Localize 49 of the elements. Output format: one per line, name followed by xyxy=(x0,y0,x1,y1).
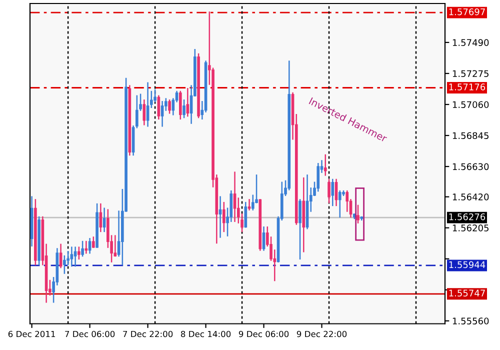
x-tick-label: 6 Dec 2011 xyxy=(8,330,56,338)
candlestick xyxy=(251,194,254,210)
y-tick-label: 1.57490 xyxy=(452,39,489,46)
ref-line-label: 1.56276 xyxy=(449,213,486,220)
candlestick xyxy=(70,246,74,267)
x-tick-label: 9 Dec 22:00 xyxy=(296,330,347,338)
candlestick xyxy=(222,202,226,232)
candlestick xyxy=(179,90,182,120)
candlestick xyxy=(186,88,190,117)
candlestick xyxy=(168,100,171,114)
x-tick-label: 9 Dec 06:00 xyxy=(238,330,289,338)
candlestick xyxy=(248,199,251,210)
candlestick xyxy=(74,246,77,267)
candlestick xyxy=(244,202,248,228)
candlestick xyxy=(316,163,320,192)
x-tick-label: 8 Dec 14:00 xyxy=(180,330,231,338)
candlestick xyxy=(88,238,92,254)
candlestick xyxy=(92,236,95,248)
candlestick xyxy=(102,208,106,232)
x-tick-label: 7 Dec 22:00 xyxy=(123,330,173,338)
y-tick-label: 1.56630 xyxy=(452,163,489,170)
candlestick xyxy=(324,154,327,176)
candlestick xyxy=(59,244,62,268)
candlestick xyxy=(160,100,164,127)
y-tick-label: 1.56845 xyxy=(452,132,488,140)
candlestick xyxy=(298,199,302,260)
candlestick xyxy=(182,100,186,118)
ref-line-label: 1.57697 xyxy=(449,8,485,16)
candlestick xyxy=(328,178,330,204)
candlestick xyxy=(78,246,80,260)
candlestick xyxy=(114,235,117,257)
candlestick xyxy=(81,240,84,257)
candlestick xyxy=(356,204,360,224)
candlestick xyxy=(331,178,334,206)
ref-line-label: 1.55747 xyxy=(449,290,485,297)
candlestick xyxy=(233,172,236,222)
candlestick xyxy=(142,100,146,126)
y-tick-label: 1.56205 xyxy=(452,224,488,232)
candlestick xyxy=(338,190,342,218)
ref-line-label: 1.55944 xyxy=(449,261,486,268)
candlestick xyxy=(146,82,150,127)
candlestick xyxy=(63,255,66,274)
y-tick-label: 1.55560 xyxy=(452,318,489,324)
ref-line-label: 1.57176 xyxy=(449,84,486,90)
y-tick-label: 1.57060 xyxy=(452,101,489,108)
x-tick-label: 7 Dec 06:00 xyxy=(65,330,115,338)
y-tick-label: 1.57275 xyxy=(452,70,488,78)
candlestick xyxy=(117,210,120,257)
y-tick-label: 1.56420 xyxy=(452,194,489,200)
